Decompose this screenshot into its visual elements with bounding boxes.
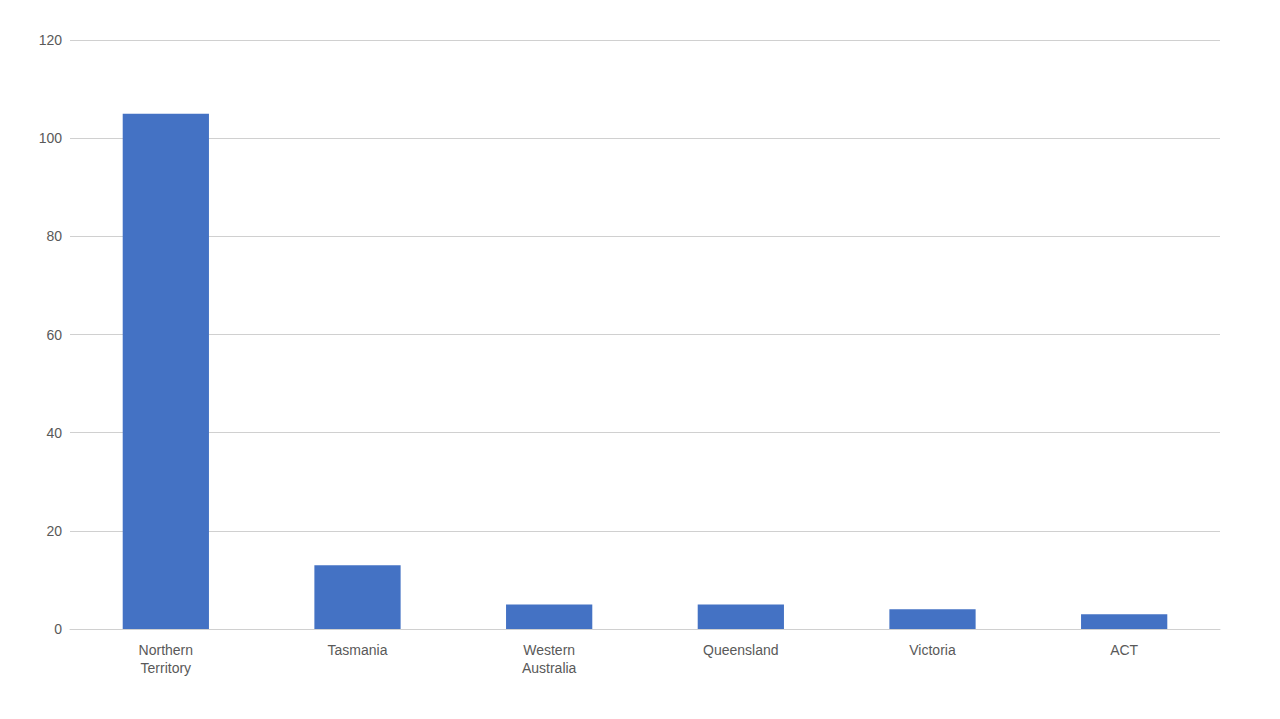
svg-text:Western: Western bbox=[523, 642, 575, 658]
svg-text:100: 100 bbox=[39, 130, 63, 146]
svg-text:0: 0 bbox=[54, 621, 62, 637]
svg-text:120: 120 bbox=[39, 32, 63, 48]
svg-text:Queensland: Queensland bbox=[703, 642, 779, 658]
svg-text:40: 40 bbox=[46, 425, 62, 441]
svg-text:Australia: Australia bbox=[522, 660, 577, 676]
svg-text:80: 80 bbox=[46, 228, 62, 244]
svg-text:Territory: Territory bbox=[141, 660, 192, 676]
svg-text:Tasmania: Tasmania bbox=[328, 642, 388, 658]
svg-text:20: 20 bbox=[46, 523, 62, 539]
svg-text:Northern: Northern bbox=[139, 642, 193, 658]
svg-text:ACT: ACT bbox=[1110, 642, 1138, 658]
svg-text:Victoria: Victoria bbox=[909, 642, 956, 658]
svg-text:60: 60 bbox=[46, 327, 62, 343]
